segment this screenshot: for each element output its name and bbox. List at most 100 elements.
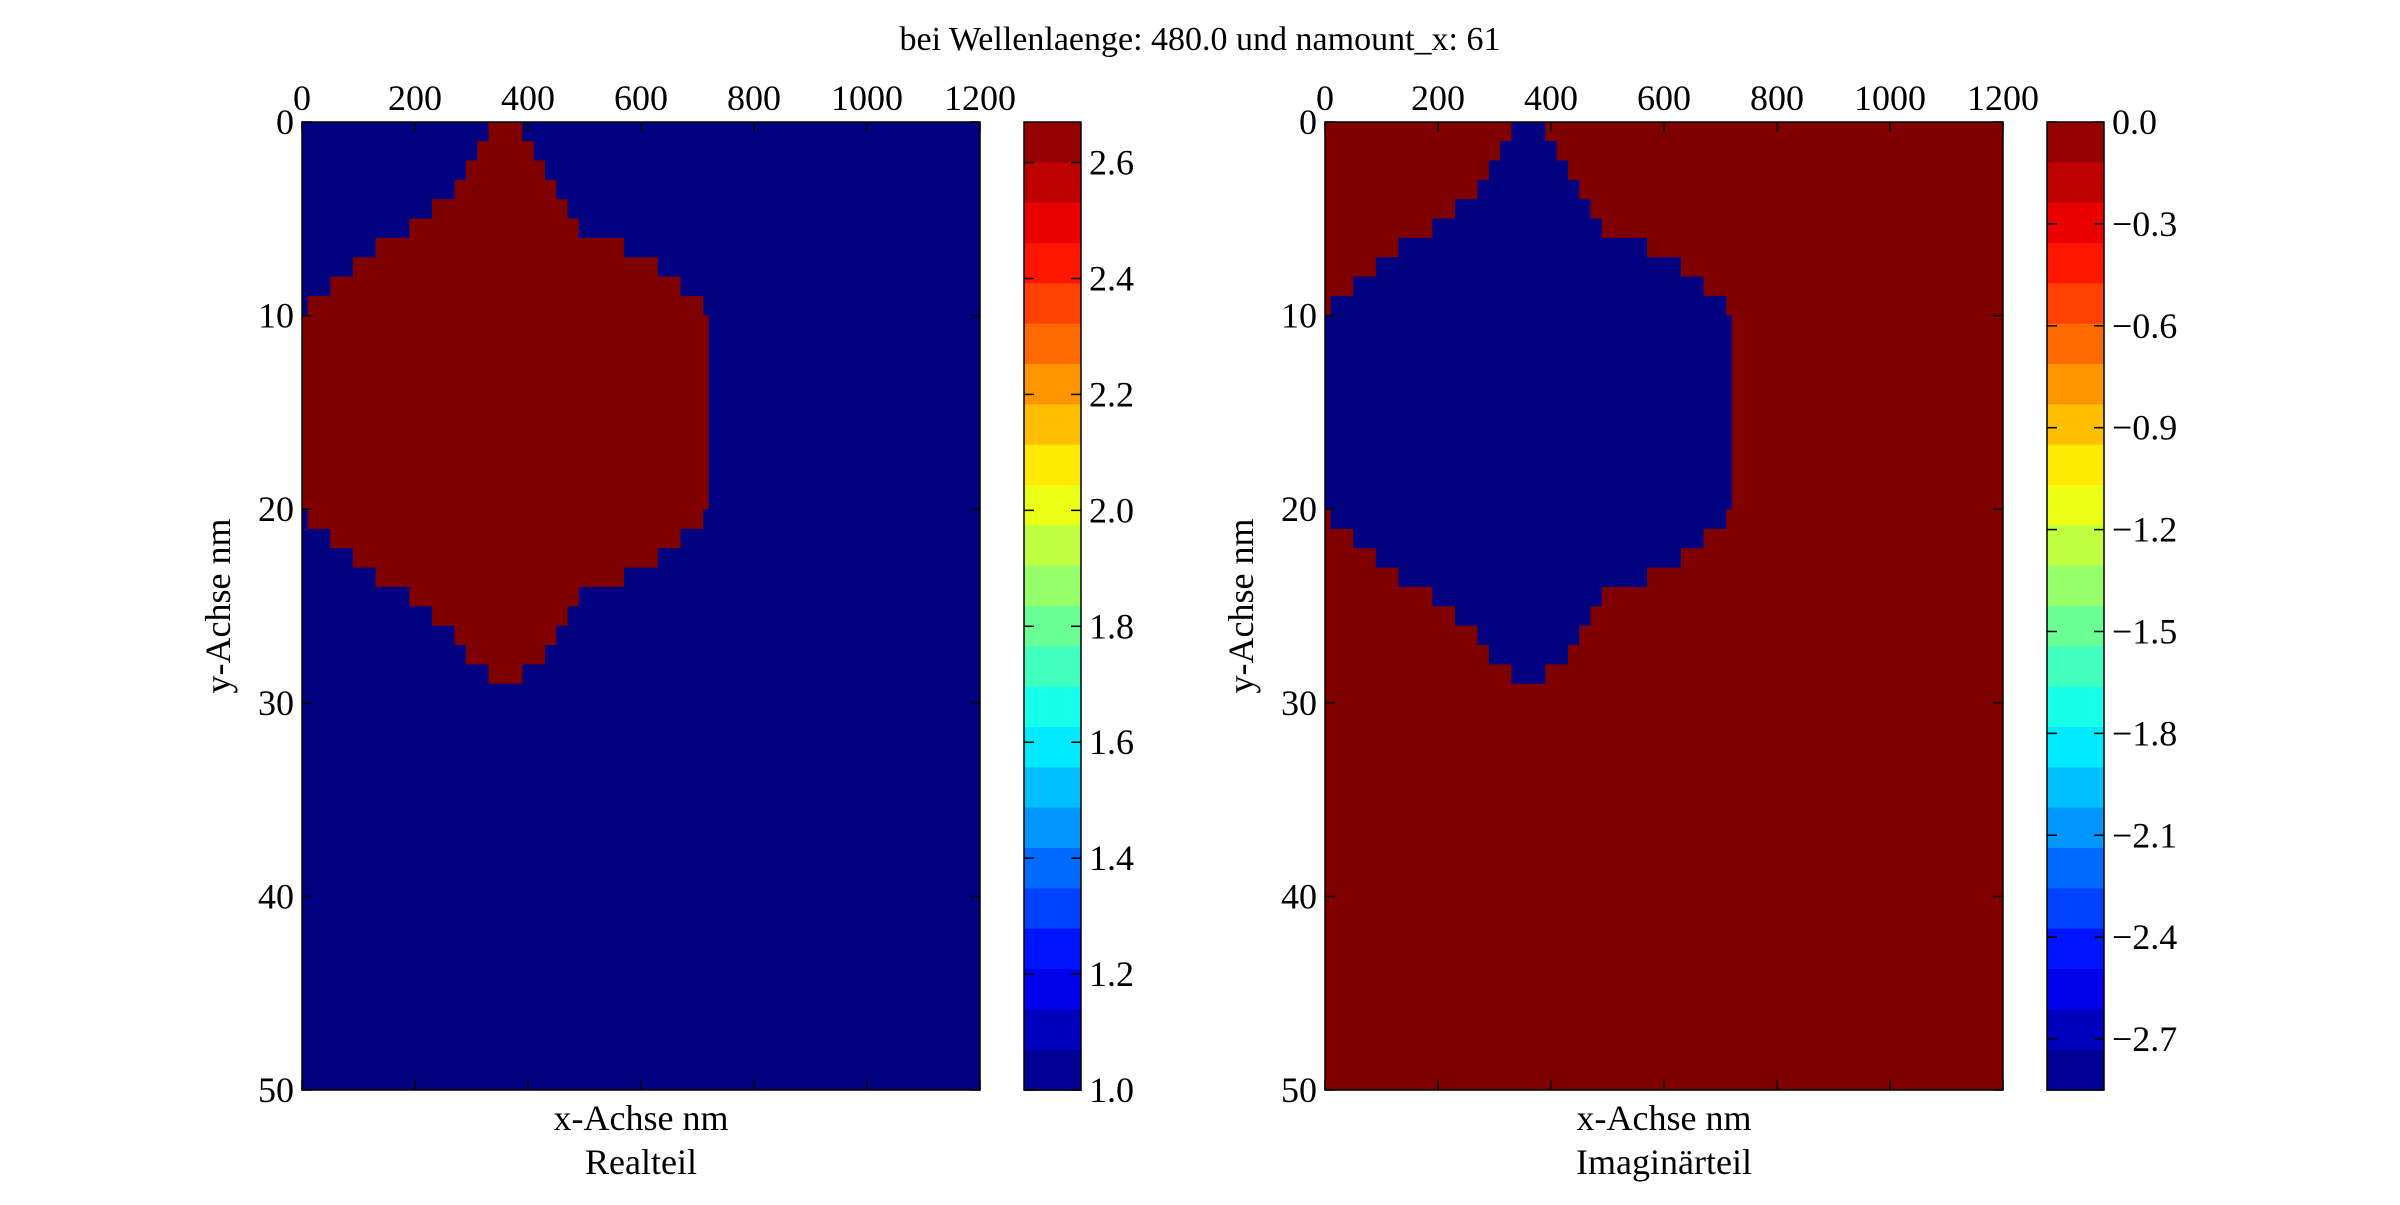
heatmap-cell xyxy=(454,179,557,200)
colorbar-tick-label: −1.5 xyxy=(2112,611,2177,651)
colorbar-tick-label: −0.6 xyxy=(2112,306,2177,346)
heatmap-cell xyxy=(352,547,658,568)
x-tick-label: 1000 xyxy=(831,78,903,118)
x-tick-label: 1000 xyxy=(1854,78,1926,118)
heatmap-cell xyxy=(431,199,568,220)
heatmap-cell xyxy=(307,508,704,529)
colorbar-segment xyxy=(1024,767,1081,809)
colorbar-segment xyxy=(1024,404,1081,446)
colorbar-segment xyxy=(1024,727,1081,769)
heatmap-cell xyxy=(465,160,545,181)
heatmap-cell xyxy=(330,528,681,549)
y-axis-label: y-Achse nm xyxy=(1221,519,1261,694)
colorbar-segment xyxy=(2047,243,2104,285)
colorbar-segment xyxy=(2047,364,2104,406)
heatmap-cell xyxy=(1330,508,1727,529)
heatmap-cell xyxy=(409,218,579,239)
colorbar-tick-label: 0.0 xyxy=(2112,102,2157,142)
colorbar-tick-label: 2.2 xyxy=(1089,374,1134,414)
x-tick-label: 1200 xyxy=(1967,78,2039,118)
colorbar-segment xyxy=(2047,323,2104,365)
colorbar-segment xyxy=(1024,686,1081,728)
y-tick-label: 30 xyxy=(258,683,294,723)
y-axis-label: y-Achse nm xyxy=(198,519,238,694)
heatmap-cell xyxy=(330,276,681,297)
y-tick-label: 50 xyxy=(1281,1070,1317,1110)
x-tick-label: 1200 xyxy=(944,78,1016,118)
heatmap-cell xyxy=(375,237,625,258)
colorbar-segment xyxy=(2047,444,2104,486)
heatmap-cell xyxy=(302,470,709,491)
x-tick-label: 0 xyxy=(293,78,311,118)
heatmap-cell xyxy=(302,373,709,394)
colorbar-tick-label: −1.2 xyxy=(2112,510,2177,550)
x-tick-label: 200 xyxy=(1411,78,1465,118)
colorbar-tick-label: 2.4 xyxy=(1089,259,1134,299)
colorbar-segment xyxy=(1024,323,1081,365)
heatmap-cell xyxy=(302,450,709,471)
colorbar-segment xyxy=(1024,888,1081,930)
colorbar-tick-label: 1.2 xyxy=(1089,954,1134,994)
colorbar-segment xyxy=(2047,1049,2104,1091)
y-tick-label: 30 xyxy=(1281,683,1317,723)
y-tick-label: 20 xyxy=(1281,489,1317,529)
heatmap-cell xyxy=(1454,199,1591,220)
colorbar-segment xyxy=(2047,888,2104,930)
heatmap-cell xyxy=(1325,470,1732,491)
colorbar-segment xyxy=(1024,444,1081,486)
colorbar-frame xyxy=(1023,121,1082,1091)
figure-title: bei Wellenlaenge: 480.0 und namount_x: 6… xyxy=(900,21,1501,58)
y-tick-label: 50 xyxy=(258,1070,294,1110)
x-axis-label: x-Achse nm xyxy=(554,1098,729,1138)
colorbar-segment xyxy=(1024,283,1081,325)
heatmap-cell xyxy=(302,489,709,510)
colorbar-tick-label: 1.0 xyxy=(1089,1070,1134,1110)
colorbar-segment xyxy=(2047,807,2104,849)
heatmap-cell xyxy=(1325,373,1732,394)
heatmap-cell xyxy=(1398,566,1648,587)
colorbar-segment xyxy=(1024,485,1081,527)
heatmap-cell xyxy=(1325,334,1732,355)
colorbar-segment xyxy=(2047,606,2104,648)
colorbar-tick-label: 1.6 xyxy=(1089,722,1134,762)
colorbar-segment xyxy=(1024,565,1081,607)
heatmap-cell xyxy=(1325,431,1732,452)
heatmap-cell xyxy=(1432,586,1602,607)
heatmap-cell xyxy=(1432,218,1602,239)
colorbar-segment xyxy=(2047,1009,2104,1051)
subplot-title: Realteil xyxy=(585,1142,697,1182)
colorbar-tick-label: 2.0 xyxy=(1089,490,1134,530)
subplot-title: Imaginärteil xyxy=(1576,1142,1752,1182)
heatmap-cell xyxy=(1325,392,1732,413)
colorbar-segment xyxy=(2047,928,2104,970)
colorbar-segment xyxy=(1024,364,1081,406)
heatmap-cell xyxy=(431,605,568,626)
colorbar-segment xyxy=(2047,565,2104,607)
colorbar-tick-label: −2.1 xyxy=(2112,815,2177,855)
colorbar-segment xyxy=(1024,1009,1081,1051)
heatmap-cell xyxy=(1511,663,1546,684)
heatmap-cell xyxy=(1488,160,1568,181)
colorbar-frame xyxy=(2046,121,2105,1091)
colorbar-tick-label: −2.7 xyxy=(2112,1019,2177,1059)
heatmap-cell xyxy=(1500,141,1557,162)
y-tick-label: 40 xyxy=(1281,876,1317,916)
colorbar-segment xyxy=(1024,122,1081,164)
colorbar-segment xyxy=(2047,162,2104,204)
heatmap-cell xyxy=(488,121,523,142)
colorbar-segment xyxy=(2047,969,2104,1011)
x-tick-label: 600 xyxy=(1637,78,1691,118)
heatmap-cell xyxy=(352,257,658,278)
heatmap-cell xyxy=(302,315,709,336)
heatmap-cell xyxy=(1325,354,1732,374)
x-tick-label: 0 xyxy=(1316,78,1334,118)
y-tick-label: 20 xyxy=(258,489,294,529)
colorbar-segment xyxy=(2047,767,2104,809)
colorbar-segment xyxy=(2047,848,2104,890)
heatmap-cell xyxy=(454,625,557,646)
heatmap-cell xyxy=(488,663,523,684)
heatmap-cell xyxy=(1454,605,1591,626)
colorbar-tick-label: −2.4 xyxy=(2112,917,2177,957)
x-tick-label: 400 xyxy=(1524,78,1578,118)
